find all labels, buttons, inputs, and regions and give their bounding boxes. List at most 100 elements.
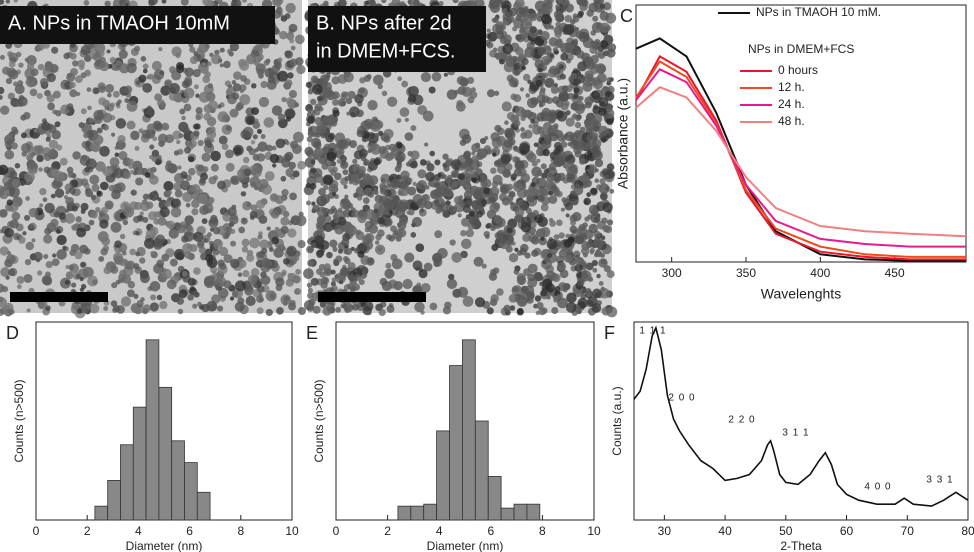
nanoparticle bbox=[150, 302, 159, 311]
nanoparticle bbox=[344, 195, 348, 199]
nanoparticle bbox=[188, 278, 196, 286]
nanoparticle bbox=[368, 258, 373, 263]
nanoparticle bbox=[192, 304, 197, 309]
scale-bar bbox=[10, 292, 108, 302]
nanoparticle bbox=[357, 129, 365, 137]
nanoparticle bbox=[515, 15, 521, 21]
nanoparticle bbox=[405, 132, 414, 141]
nanoparticle bbox=[497, 235, 503, 241]
histogram-bar bbox=[108, 480, 121, 520]
nanoparticle bbox=[380, 188, 387, 195]
nanoparticle bbox=[46, 137, 51, 142]
nanoparticle bbox=[323, 174, 334, 185]
nanoparticle bbox=[147, 106, 152, 111]
nanoparticle bbox=[167, 190, 171, 194]
nanoparticle bbox=[239, 174, 245, 180]
nanoparticle bbox=[113, 305, 120, 312]
nanoparticle bbox=[564, 15, 572, 23]
nanoparticle bbox=[52, 258, 60, 266]
nanoparticle bbox=[479, 153, 484, 158]
nanoparticle bbox=[248, 275, 258, 285]
nanoparticle bbox=[281, 97, 286, 102]
nanoparticle bbox=[487, 29, 491, 33]
nanoparticle bbox=[566, 213, 570, 217]
nanoparticle bbox=[287, 273, 292, 278]
nanoparticle bbox=[544, 135, 550, 141]
nanoparticle bbox=[117, 99, 121, 103]
nanoparticle bbox=[306, 82, 312, 88]
nanoparticle bbox=[244, 168, 252, 176]
nanoparticle bbox=[456, 100, 463, 107]
nanoparticle bbox=[90, 143, 99, 152]
nanoparticle bbox=[556, 191, 563, 198]
nanoparticle bbox=[519, 143, 530, 154]
nanoparticle bbox=[87, 106, 92, 111]
nanoparticle bbox=[524, 130, 533, 139]
nanoparticle bbox=[592, 268, 597, 273]
nanoparticle bbox=[573, 87, 579, 93]
nanoparticle bbox=[143, 69, 148, 74]
legend-label: 0 hours bbox=[778, 63, 818, 77]
nanoparticle bbox=[294, 255, 300, 261]
histogram-bar bbox=[120, 445, 133, 520]
nanoparticle bbox=[390, 254, 397, 261]
nanoparticle bbox=[39, 203, 43, 207]
nanoparticle bbox=[116, 280, 121, 285]
nanoparticle bbox=[521, 217, 532, 228]
nanoparticle bbox=[306, 304, 314, 312]
nanoparticle bbox=[542, 108, 551, 117]
nanoparticle bbox=[269, 293, 275, 299]
nanoparticle bbox=[541, 307, 548, 314]
nanoparticle bbox=[394, 231, 399, 236]
nanoparticle bbox=[554, 286, 560, 292]
nanoparticle bbox=[213, 227, 220, 234]
nanoparticle bbox=[600, 40, 608, 48]
panel-label: in DMEM+FCS. bbox=[316, 40, 455, 62]
nanoparticle bbox=[90, 211, 98, 219]
nanoparticle bbox=[185, 67, 194, 76]
nanoparticle bbox=[543, 149, 550, 156]
nanoparticle bbox=[103, 306, 108, 311]
nanoparticle bbox=[25, 80, 30, 85]
nanoparticle bbox=[287, 72, 293, 78]
nanoparticle bbox=[143, 304, 151, 312]
nanoparticle bbox=[250, 211, 258, 219]
nanoparticle bbox=[471, 151, 475, 155]
nanoparticle bbox=[574, 101, 584, 111]
x-tick-label: 300 bbox=[662, 266, 682, 280]
nanoparticle bbox=[443, 306, 451, 314]
nanoparticle bbox=[565, 234, 570, 239]
nanoparticle bbox=[563, 24, 574, 35]
nanoparticle bbox=[209, 275, 215, 281]
nanoparticle bbox=[332, 99, 339, 106]
nanoparticle bbox=[312, 205, 320, 213]
nanoparticle bbox=[52, 253, 56, 257]
nanoparticle bbox=[186, 224, 193, 231]
nanoparticle bbox=[272, 163, 276, 167]
nanoparticle bbox=[523, 16, 533, 26]
nanoparticle bbox=[29, 224, 34, 229]
nanoparticle bbox=[575, 115, 581, 121]
nanoparticle bbox=[16, 52, 22, 58]
nanoparticle bbox=[323, 115, 330, 122]
nanoparticle bbox=[483, 187, 490, 194]
nanoparticle bbox=[214, 282, 220, 288]
nanoparticle bbox=[196, 107, 203, 114]
nanoparticle bbox=[501, 154, 511, 164]
nanoparticle bbox=[249, 148, 256, 155]
nanoparticle bbox=[312, 84, 322, 94]
nanoparticle bbox=[490, 294, 498, 302]
nanoparticle bbox=[521, 58, 528, 65]
nanoparticle bbox=[142, 83, 152, 93]
nanoparticle bbox=[513, 182, 523, 192]
nanoparticle bbox=[43, 197, 48, 202]
nanoparticle bbox=[246, 54, 256, 64]
nanoparticle bbox=[503, 305, 510, 312]
nanoparticle bbox=[15, 84, 25, 94]
histogram-bar bbox=[437, 431, 450, 520]
nanoparticle bbox=[43, 234, 52, 243]
nanoparticle bbox=[550, 133, 559, 142]
nanoparticle bbox=[18, 62, 23, 67]
nanoparticle bbox=[207, 232, 212, 237]
nanoparticle bbox=[65, 208, 69, 212]
